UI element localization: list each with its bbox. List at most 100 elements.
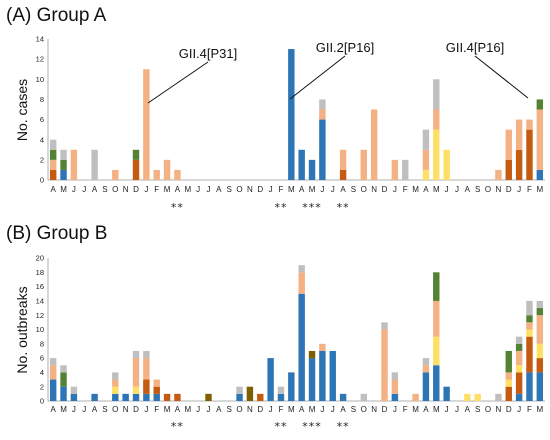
bar-segment [536,358,544,373]
x-tick-label: D [133,405,139,414]
bar-segment [308,358,316,401]
bar-segment [122,393,129,401]
significance-mark: ** [337,420,350,433]
x-tick-label: F [279,185,284,194]
bar-segment [112,386,119,394]
bar-segment [277,386,285,394]
x-tick-label: M [184,405,191,414]
x-tick-label: A [216,185,222,194]
bar-segment [143,358,150,380]
bar-segment [536,99,544,110]
bar-segment [526,315,533,323]
y-tick-label: 12 [36,311,44,320]
y-tick-label: 0 [40,397,44,406]
bar-segment [422,169,430,180]
bar-segment [526,336,533,373]
bar-segment [505,372,512,380]
bar-segment [505,159,512,180]
x-tick-label: F [527,405,532,414]
bar-segment [163,159,171,180]
bar-segment [319,350,326,401]
y-tick-label: 18 [36,268,44,277]
bar-segment [288,372,295,401]
bar-segment [143,350,150,359]
x-tick-label: J [206,185,210,194]
bar-segment [319,109,326,120]
bar-segment [412,393,419,401]
bar-segment [339,169,347,180]
bar-segment [515,119,523,150]
bar-segment [49,149,57,160]
bar-segment [205,393,212,401]
bar-segment [433,300,440,337]
bar-segment [143,393,150,401]
bar-segment [91,393,98,401]
bar-segment [433,272,440,301]
x-tick-label: M [60,405,67,414]
y-tick-label: 6 [40,115,44,124]
bar-segment [381,322,388,330]
bar-segment [526,300,533,316]
x-tick-label: J [320,185,324,194]
bar-segment [132,358,140,387]
x-tick-label: N [496,405,502,414]
x-tick-label: A [92,185,98,194]
bar-segment [495,393,502,401]
x-tick-label: D [506,185,512,194]
x-tick-label: A [92,405,98,414]
bar-segment [91,149,98,180]
x-tick-label: N [371,185,377,194]
x-tick-label: A [216,405,222,414]
y-tick-label: 12 [36,55,44,64]
y-tick-label: 10 [36,75,44,84]
x-tick-label: O [236,185,242,194]
bar-segment [153,379,160,387]
x-tick-label: J [144,185,148,194]
x-tick-label: O [112,185,118,194]
x-tick-label: N [247,405,253,414]
x-tick-label: N [123,405,129,414]
bar-segment [70,393,78,401]
bar-segment [391,159,399,180]
x-tick-label: J [206,405,210,414]
x-tick-label: S [475,405,480,414]
x-tick-label: M [433,185,440,194]
x-tick-label: M [433,405,440,414]
y-tick-label: 4 [40,135,44,144]
bar-segment [433,129,440,180]
bar-segment [391,379,399,394]
x-tick-label: S [475,185,480,194]
x-tick-label: J [72,405,76,414]
x-tick-label: J [517,185,521,194]
bar-segment [49,139,57,150]
y-tick-label: 0 [40,176,44,185]
bar-segment [536,169,544,180]
bar-segment [391,372,399,380]
bar-segment [308,159,316,180]
x-tick-label: J [455,405,459,414]
significance-mark: *** [302,420,322,433]
bar-segment [515,365,523,373]
panel-b-title: (B) Group B [6,223,107,244]
x-tick-label: J [196,405,200,414]
x-tick-label: A [340,185,346,194]
x-tick-label: M [164,405,171,414]
x-tick-label: J [82,185,86,194]
bar-segment [319,119,326,180]
x-tick-label: J [445,405,449,414]
bar-segment [60,169,67,180]
bar-segment [443,386,450,401]
bar-segment [298,293,305,401]
bar-segment [329,350,336,401]
bar-segment [339,393,347,401]
x-tick-label: O [112,405,118,414]
bar-segment [526,129,533,180]
bar-segment [360,393,368,401]
bar-segment [112,379,119,387]
bar-segment [515,343,523,351]
x-tick-label: J [72,185,76,194]
bar-segment [132,149,140,160]
x-tick-label: O [485,405,491,414]
y-tick-label: 8 [40,95,44,104]
y-tick-label: 8 [40,339,44,348]
